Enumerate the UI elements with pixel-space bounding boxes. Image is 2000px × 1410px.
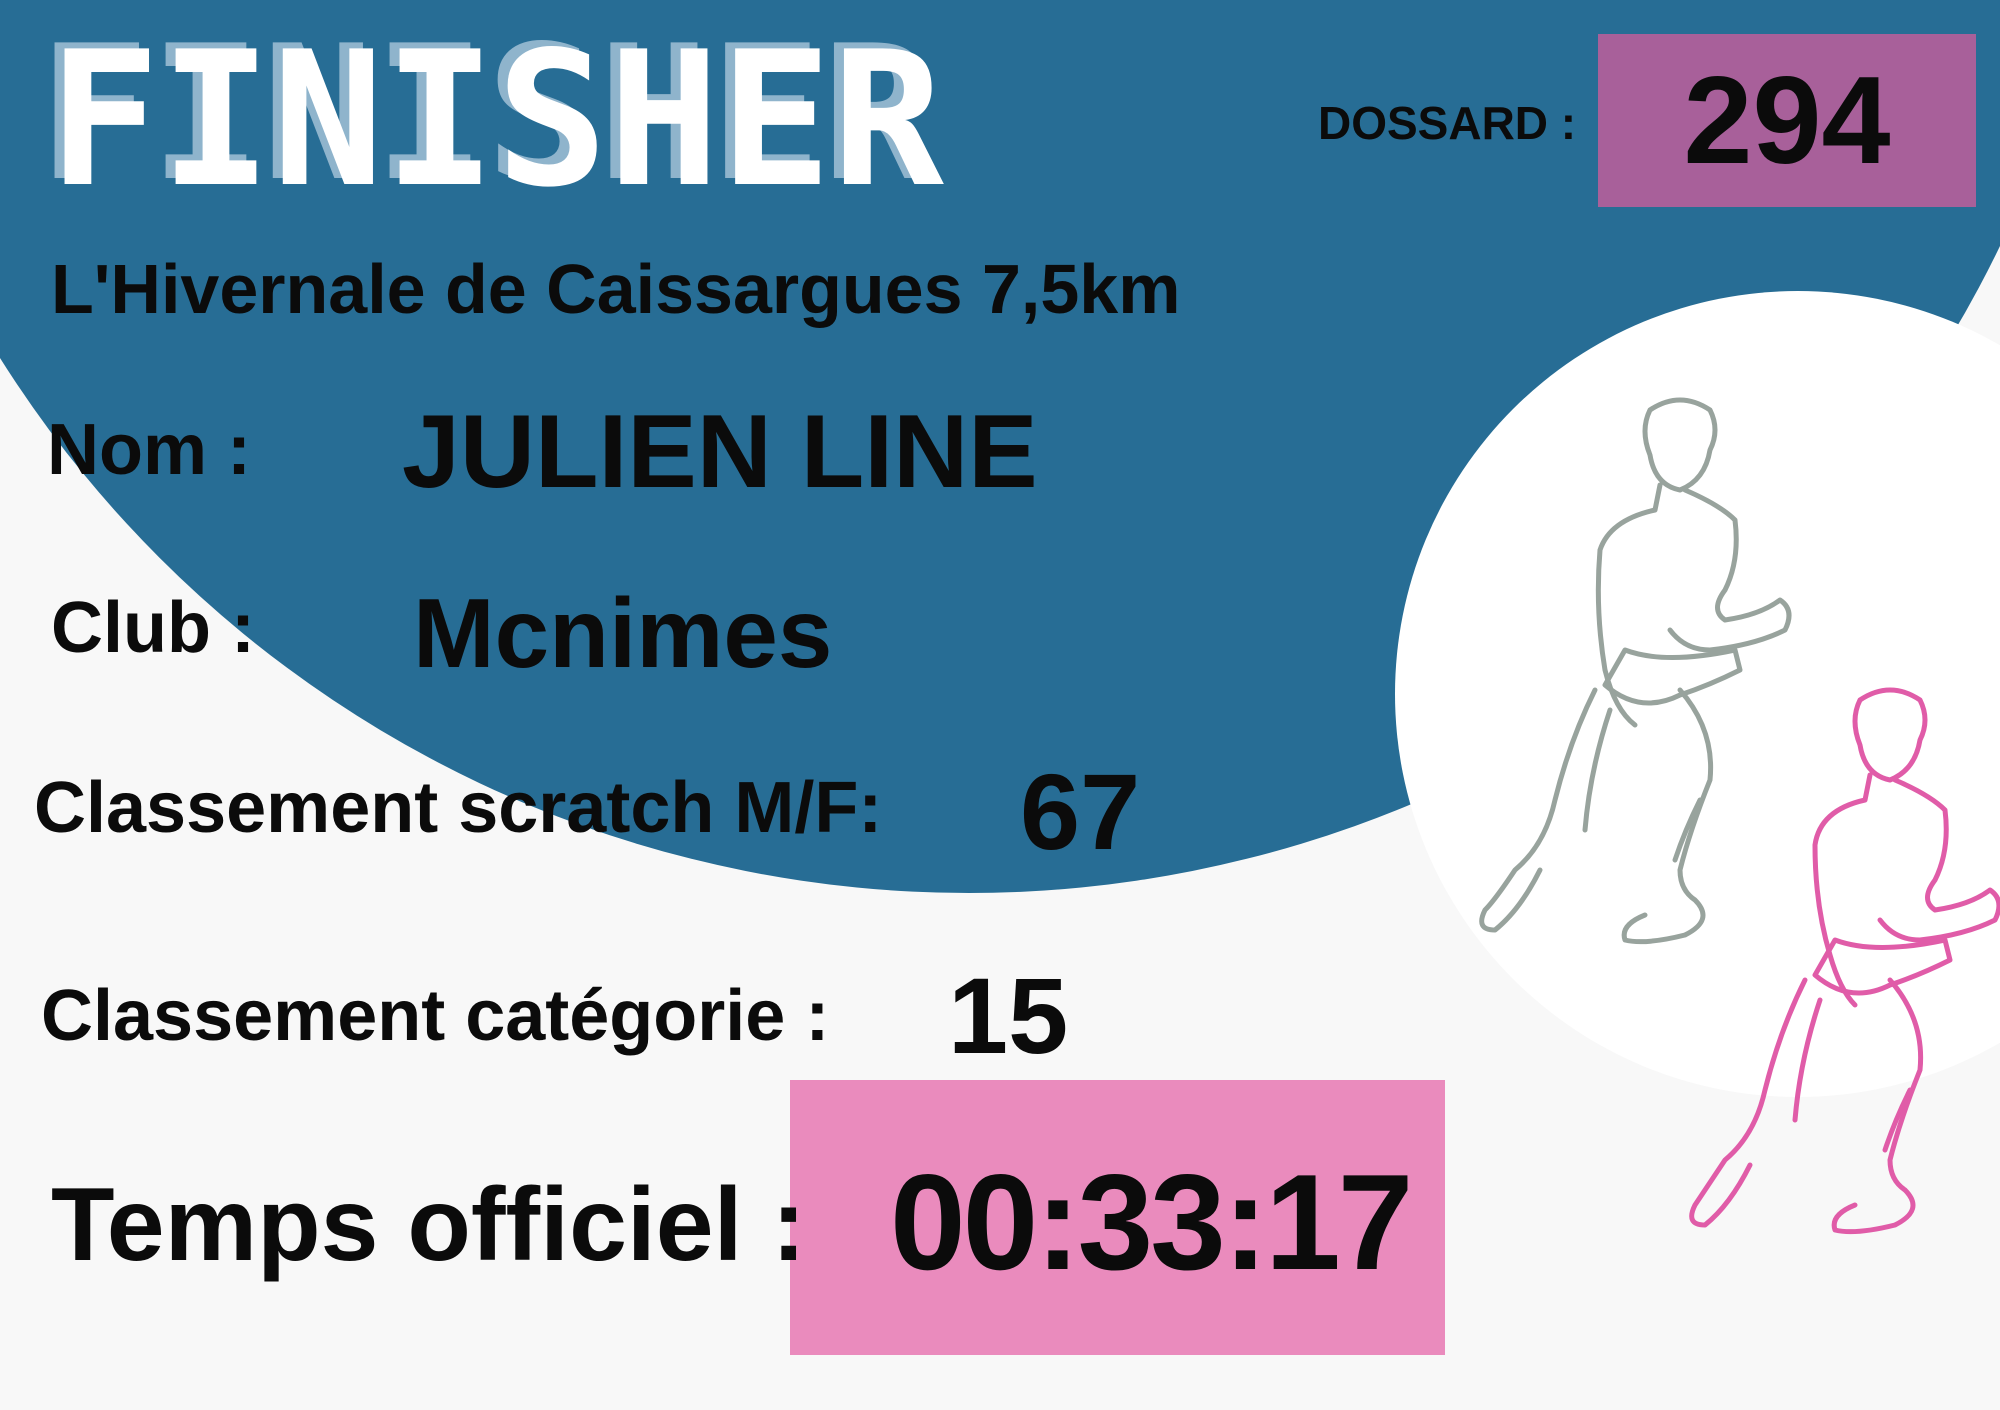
club-value: Mcnimes [413,578,833,688]
dossard-box: 294 [1598,34,1976,207]
runner-gray-icon [1479,397,1792,945]
finisher-title: FINISHER [48,11,944,228]
runner-pink-icon [1689,687,2000,1235]
category-rank-label: Classement catégorie : [41,976,830,1056]
nom-label: Nom : [47,410,251,490]
time-box [790,1080,1445,1355]
white-background-circle [1395,291,2000,1097]
event-name: L'Hivernale de Caissargues 7,5km [51,250,1181,328]
scratch-rank-label: Classement scratch M/F: [34,768,883,848]
club-label: Club : [51,588,255,668]
official-time-value: 00:33:17 [890,1146,1413,1298]
category-rank-value: 15 [948,955,1069,1076]
dossard-label: DOSSARD : [1318,97,1577,149]
dossard-number: 294 [1683,51,1891,190]
scratch-rank-value: 67 [1020,751,1141,872]
official-time-label: Temps officiel : [51,1167,807,1283]
nom-value: JULIEN LINE [402,394,1038,510]
